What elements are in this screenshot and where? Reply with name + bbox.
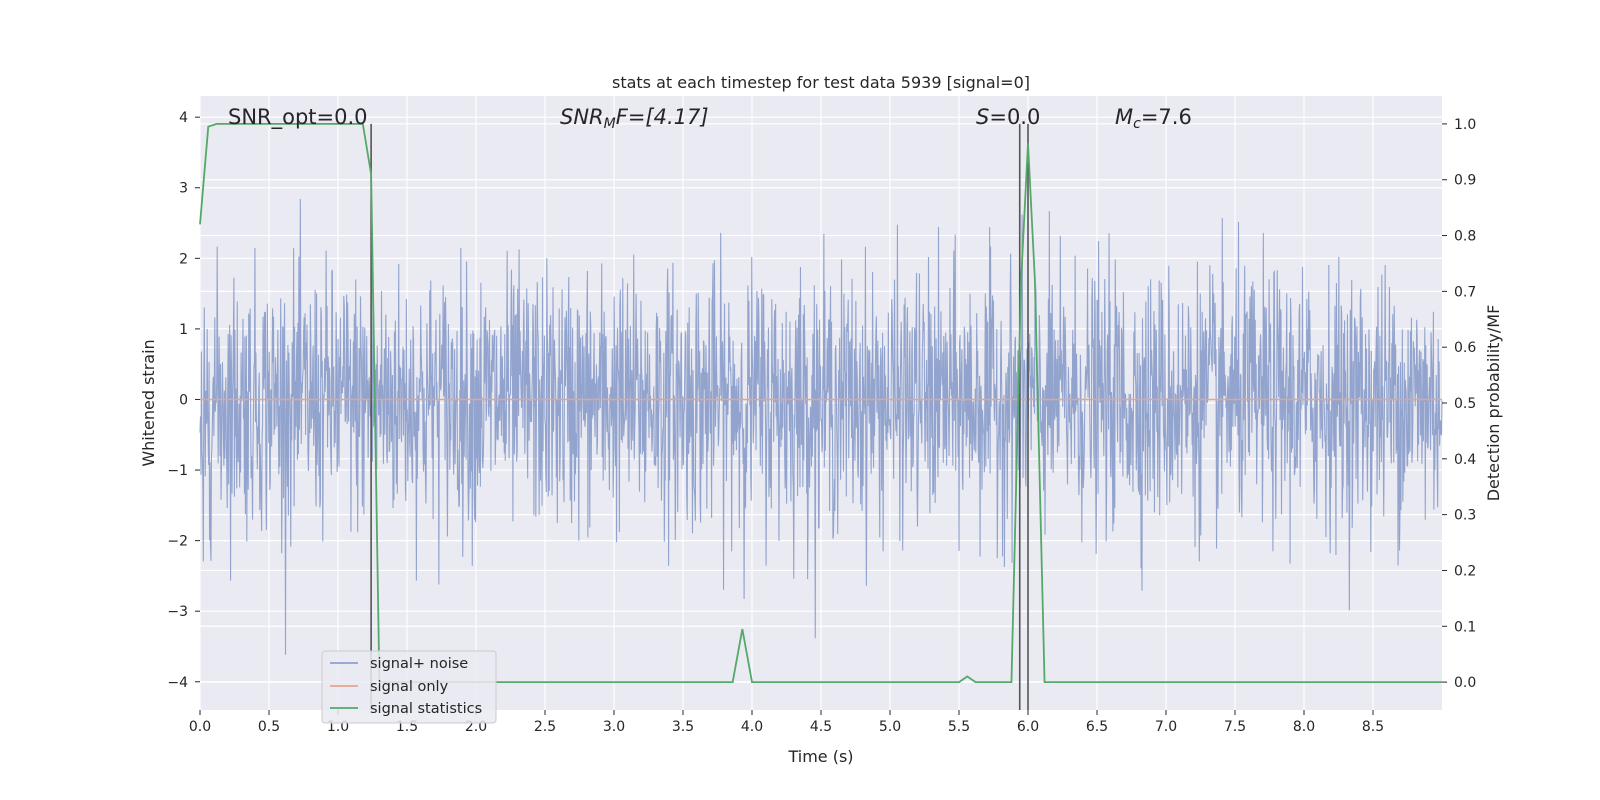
y-tick-label: 0	[179, 392, 188, 408]
y2-tick-label: 0.2	[1454, 563, 1476, 579]
s-base: S	[976, 105, 989, 129]
snr-mf-base: SNR	[560, 105, 604, 129]
x-tick-label: 2.5	[534, 719, 556, 735]
annotation-s: S=0.0	[976, 105, 1040, 129]
x-tick-label: 7.0	[1155, 719, 1177, 735]
y-tick-label: −2	[167, 534, 188, 550]
legend-label-noise: signal+ noise	[370, 656, 468, 672]
data-layer	[199, 123, 1443, 710]
x-tick-label: 3.0	[603, 719, 625, 735]
x-tick-label: 5.5	[948, 719, 970, 735]
x-tick-label: 3.5	[672, 719, 694, 735]
y2-tick-label: 0.4	[1454, 452, 1476, 468]
y2-tick-label: 1.0	[1454, 117, 1476, 133]
x-tick-label: 4.0	[741, 719, 763, 735]
mc-sub: c	[1133, 116, 1141, 132]
snr-mf-sub: M	[604, 116, 616, 132]
y2-tick-label: 0.9	[1454, 173, 1476, 189]
x-axis-label: Time (s)	[787, 747, 853, 766]
y-tick-label: 3	[179, 181, 188, 197]
mc-rest: =7.6	[1141, 105, 1192, 129]
x-tick-label: 6.5	[1086, 719, 1108, 735]
annotation-snr-mf: SNRMF=[4.17]	[560, 105, 709, 132]
legend-box	[321, 650, 497, 724]
x-tick-label: 0.5	[258, 719, 280, 735]
axes: 0.0 0.5 1.0 1.5 2.0 2.5 3.0 3.5 4.0 4.5 5.0 5.5 6.0 6…	[167, 110, 1476, 735]
y-tick-label: −1	[167, 463, 188, 479]
annotation-mc: Mc=7.6	[1115, 105, 1192, 132]
x-tick-label: 5.0	[879, 719, 901, 735]
y2-tick-label: 0.0	[1454, 675, 1476, 691]
x-tick-label: 8.0	[1293, 719, 1315, 735]
y2-axis-label: Detection probability/MF	[1484, 305, 1503, 502]
x-tick-label: 6.0	[1017, 719, 1039, 735]
x-tick-label: 0.0	[189, 719, 211, 735]
legend-label-signal-only: signal only	[370, 679, 449, 695]
y2-tick-label: 0.5	[1454, 396, 1476, 412]
chart-title: stats at each timestep for test data 593…	[612, 73, 1030, 92]
x-tick-label: 8.5	[1362, 719, 1384, 735]
y-tick-label: 4	[179, 110, 188, 126]
annotations: SNR_opt=0.0 SNRMF=[4.17] S=0.0 Mc=7.6	[228, 105, 1192, 132]
legend: signal+ noise signal only signal statist…	[321, 650, 497, 724]
statistics-series-line	[199, 123, 1442, 683]
y2-tick-label: 0.6	[1454, 340, 1476, 356]
annotation-snr-opt: SNR_opt=0.0	[228, 105, 368, 130]
y-tick-label: −3	[167, 604, 188, 620]
y-axis-label: Whitened strain	[139, 339, 158, 466]
legend-label-statistics: signal statistics	[370, 701, 482, 717]
mc-base: M	[1115, 105, 1133, 129]
x-tick-label: 7.5	[1224, 719, 1246, 735]
y2-tick-label: 0.1	[1454, 619, 1476, 635]
y-tick-label: −4	[167, 675, 188, 691]
y2-tick-label: 0.7	[1454, 284, 1476, 300]
snr-mf-rest: F=[4.17]	[616, 105, 709, 129]
s-rest: =0.0	[989, 105, 1040, 129]
noise-series-line	[199, 198, 1443, 655]
y2-tick-label: 0.8	[1454, 229, 1476, 245]
y2-tick-label: 0.3	[1454, 508, 1476, 524]
y-tick-label: 1	[179, 322, 188, 338]
y-tick-label: 2	[179, 251, 188, 267]
x-tick-label: 4.5	[810, 719, 832, 735]
